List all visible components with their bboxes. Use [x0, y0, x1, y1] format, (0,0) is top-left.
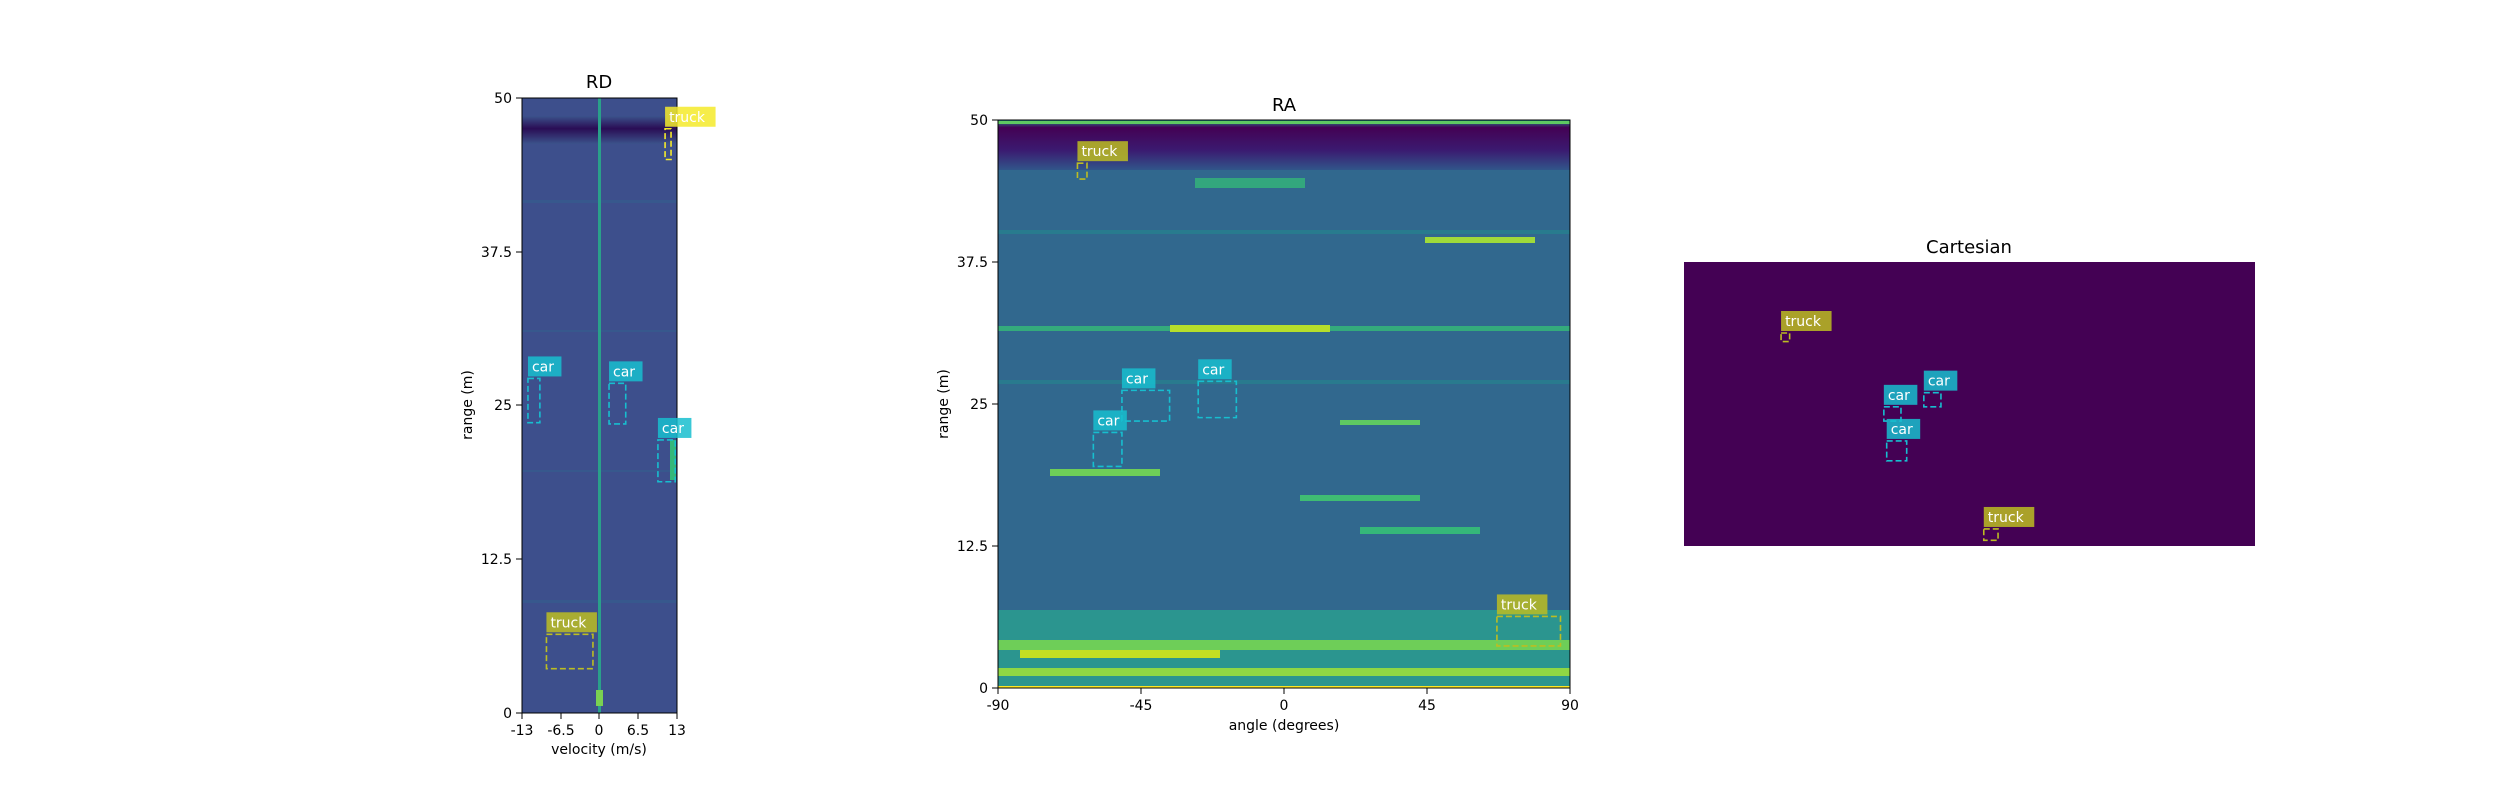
cartesian-car-label: car: [1928, 374, 1950, 390]
rd-truck-box: [664, 127, 672, 161]
rd-car-label: car: [532, 359, 554, 375]
cartesian-truck-tag: [1983, 506, 2035, 527]
rd-truck-label: truck: [669, 110, 706, 126]
rd-ytick-label: 0: [503, 706, 512, 722]
ra-ytick-label: 0: [979, 681, 988, 697]
rd-target-return: [670, 440, 676, 480]
ra-yticks: 0 12.5 25 37.5 50: [957, 113, 998, 697]
cartesian-car-tag: [1883, 384, 1918, 405]
ra-truck-box: [1496, 615, 1562, 647]
rd-title: RD: [586, 72, 612, 93]
rd-car-label: car: [662, 421, 684, 437]
ra-heatmap: [998, 120, 1570, 688]
cartesian-car-box: [1923, 391, 1942, 408]
rd-xtick-label: 13: [668, 723, 686, 739]
cartesian-truck-label: truck: [1785, 314, 1822, 330]
rd-ytick-label: 25: [494, 398, 512, 414]
rd-car-box: [608, 382, 627, 425]
rd-truck-label: truck: [550, 615, 587, 631]
ra-car-label: car: [1097, 413, 1119, 429]
rd-heatmap: [522, 98, 677, 713]
ra-ytick-label: 50: [970, 113, 988, 129]
rd-truck-tag: [546, 612, 597, 633]
rd-xticks: -13 -6.5 0 6.5 13: [511, 713, 686, 739]
ra-heatmap-bg: [998, 120, 1570, 688]
ra-xtick-label: -90: [987, 698, 1010, 714]
cartesian-panel: Cartesian truck car car car truck: [1684, 237, 2255, 546]
cartesian-car-tag: [1886, 418, 1921, 439]
ra-ytick-label: 12.5: [957, 539, 988, 555]
ra-car-tag: [1121, 368, 1156, 389]
ra-car-tag: [1198, 359, 1232, 380]
rd-bright-spot: [596, 690, 603, 706]
cartesian-car-box: [1885, 440, 1908, 462]
cartesian-truck-box: [1982, 528, 1999, 542]
rd-xtick-label: 0: [595, 723, 604, 739]
ra-annotations: truck car car car truck: [1076, 141, 1562, 647]
rd-panel: RD 0 12.5 25 37.5 50: [460, 72, 716, 758]
rd-car-tag: [527, 356, 562, 377]
cartesian-car-label: car: [1891, 422, 1913, 438]
ra-xtick-label: 0: [1280, 698, 1289, 714]
cartesian-car-tag: [1923, 370, 1958, 391]
ra-ytick-label: 37.5: [957, 255, 988, 271]
cartesian-annotations: truck car car car truck: [1780, 311, 2035, 542]
ra-car-tag: [1093, 410, 1127, 431]
ra-xlabel: angle (degrees): [1229, 718, 1340, 734]
cartesian-truck-label: truck: [1988, 510, 2025, 526]
ra-car-box: [1121, 389, 1171, 422]
rd-zero-doppler-line: [598, 98, 601, 713]
rd-car-box: [527, 377, 541, 424]
cartesian-truck-tag: [1781, 311, 1832, 331]
rd-xlabel: velocity (m/s): [551, 742, 647, 758]
ra-ytick-label: 25: [970, 397, 988, 413]
cartesian-image: [1684, 262, 2255, 546]
rd-yticks: 0 12.5 25 37.5 50: [481, 91, 522, 722]
cartesian-truck-box: [1780, 332, 1791, 343]
ra-car-box: [1197, 380, 1238, 419]
ra-xtick-label: 45: [1418, 698, 1436, 714]
ra-title: RA: [1272, 95, 1297, 116]
ra-truck-label: truck: [1501, 597, 1538, 613]
cartesian-title: Cartesian: [1926, 237, 2012, 258]
ra-car-box: [1092, 431, 1123, 468]
ra-truck-tag: [1496, 594, 1548, 615]
ra-xticks: -90 -45 0 45 90: [987, 688, 1579, 714]
rd-truck-box: [545, 633, 594, 670]
rd-truck-tag: [665, 106, 716, 127]
ra-panel: RA: [936, 95, 1579, 734]
rd-car-tag: [609, 361, 643, 382]
rd-ytick-label: 50: [494, 91, 512, 107]
rd-car-tag: [657, 417, 692, 438]
ra-xtick-label: -45: [1130, 698, 1153, 714]
ra-ylabel: range (m): [936, 369, 952, 439]
rd-xtick-label: -13: [511, 723, 534, 739]
rd-xtick-label: -6.5: [547, 723, 574, 739]
ra-xtick-label: 90: [1561, 698, 1579, 714]
ra-car-label: car: [1202, 362, 1224, 378]
rd-ytick-label: 12.5: [481, 552, 512, 568]
ra-car-label: car: [1126, 371, 1148, 387]
rd-ytick-label: 37.5: [481, 245, 512, 261]
ra-truck-tag: [1077, 141, 1128, 162]
cartesian-car-label: car: [1888, 388, 1910, 404]
rd-car-label: car: [613, 364, 635, 380]
ra-truck-label: truck: [1081, 144, 1118, 160]
ra-heatmap-streaks: [998, 121, 1570, 688]
rd-car-box: [657, 439, 677, 483]
rd-xtick-label: 6.5: [627, 723, 649, 739]
ra-truck-box: [1076, 162, 1088, 180]
rd-annotations: car car car truck truck: [527, 106, 716, 670]
rd-ylabel: range (m): [460, 370, 476, 440]
